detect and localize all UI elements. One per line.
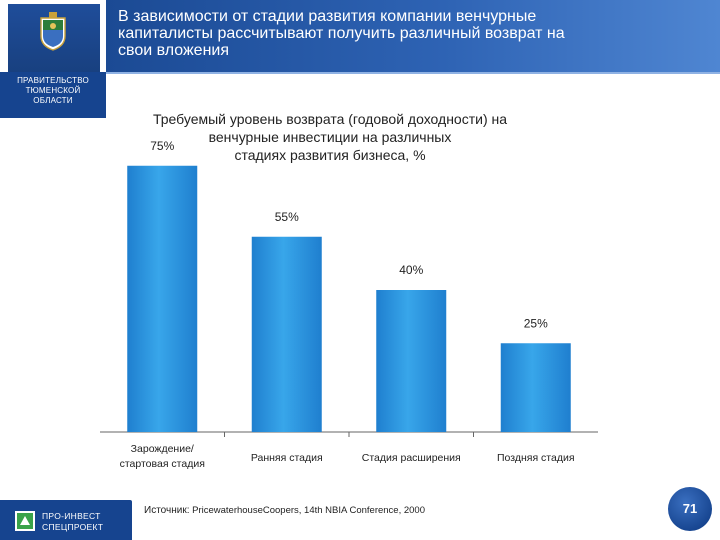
chart-title-line-2: венчурные инвестиции на различных [208,129,452,145]
org-line-1: ПРО-ИНВЕСТ [42,511,101,521]
source-note: Источник: PricewaterhouseCoopers, 14th N… [144,505,425,516]
page-title: В зависимости от стадии развития компани… [118,8,678,59]
org-line-2: СПЕЦПРОЕКТ [42,522,104,532]
header-band [106,0,720,72]
bar-value-label-3: 40% [399,263,423,277]
header-divider [106,72,720,74]
title-line-3: свои вложения [118,42,230,59]
chart-title: Требуемый уровень возврата (годовой дохо… [100,110,560,164]
government-band [0,72,106,118]
bar-2 [251,236,322,432]
title-line-1: В зависимости от стадии развития компани… [118,8,537,25]
org-logo-icon [15,511,35,531]
category-label-1-1: Зарождение/ [131,443,194,455]
category-label-2-1: Ранняя стадия [251,452,323,464]
org-label: ПРО-ИНВЕСТ СПЕЦПРОЕКТ [42,511,103,533]
category-label-1-2: стартовая стадия [120,458,205,470]
category-label-4-1: Поздняя стадия [497,452,575,464]
gov-line-1: ПРАВИТЕЛЬСТВО [17,76,89,85]
chart-title-line-1: Требуемый уровень возврата (годовой дохо… [152,111,508,127]
source-label: Источник: [144,505,190,516]
bar-4 [500,343,571,432]
bar-1 [127,165,198,432]
bar-value-label-1: 75% [150,139,174,153]
bar-3 [376,290,447,432]
chart-title-line-3: стадиях развития бизнеса, % [234,147,426,163]
coat-of-arms-icon [40,12,66,51]
gov-line-2: ТЮМЕНСКОЙ [25,86,81,95]
bar-value-label-4: 25% [524,316,548,330]
category-label-3-1: Стадия расширения [362,452,461,464]
page-number-badge: 71 [668,487,712,531]
bar-value-label-2: 55% [275,210,299,224]
crest-panel [8,4,100,74]
gov-line-3: ОБЛАСТИ [33,96,73,105]
government-label: ПРАВИТЕЛЬСТВО ТЮМЕНСКОЙ ОБЛАСТИ [0,76,106,106]
title-line-2: капиталисты рассчитывают получить различ… [118,25,565,42]
source-text: PricewaterhouseCoopers, 14th NBIA Confer… [192,505,425,516]
